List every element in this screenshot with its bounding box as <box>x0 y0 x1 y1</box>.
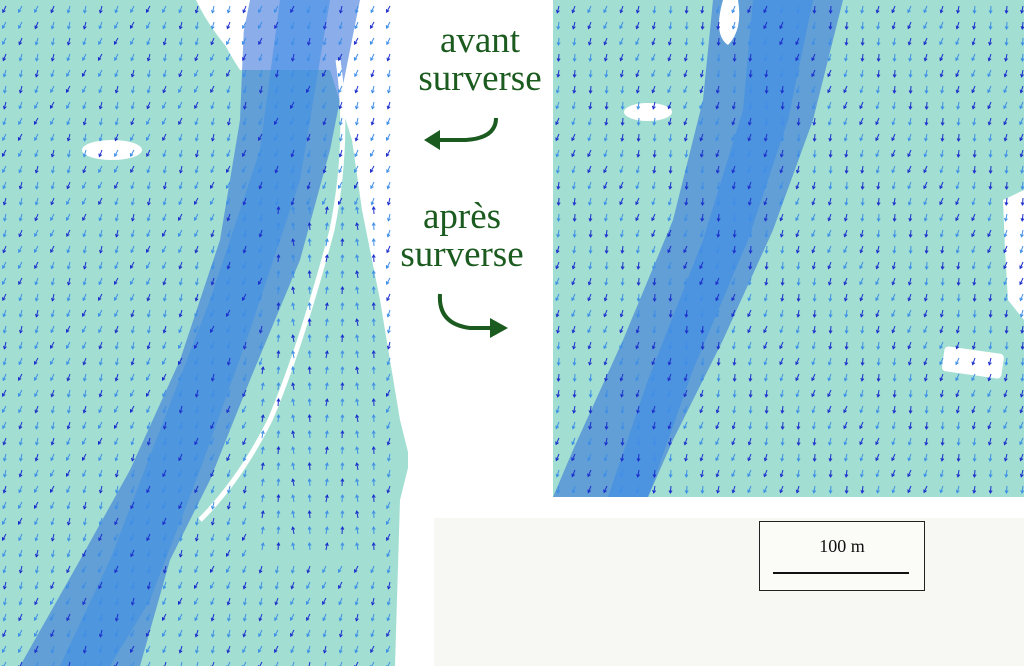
map-before-overflow <box>553 0 1024 497</box>
river-center-band-right <box>608 0 813 497</box>
river-center-band-left <box>60 0 330 666</box>
scale-bar-line <box>773 572 909 574</box>
flow-field-right <box>553 0 1024 497</box>
scale-area <box>434 518 1024 666</box>
caption-after-line2: surverse <box>400 234 524 275</box>
caption-before-line2: surverse <box>418 58 542 99</box>
scale-bar: 100 m <box>759 521 925 591</box>
map-after-overflow <box>0 0 408 666</box>
levee-gap <box>198 59 346 522</box>
caption-after-line1: après <box>422 196 502 237</box>
arrow-left-icon <box>424 117 498 150</box>
bank-right-top <box>360 0 408 120</box>
arrow-right-icon <box>437 293 508 338</box>
caption-before-overflow: avant surverse <box>410 22 550 98</box>
island-right-top <box>624 103 672 121</box>
scale-bar-label: 100 m <box>819 536 865 556</box>
island-left <box>82 140 142 160</box>
velocity-vectors-right <box>555 5 1024 494</box>
caption-after-overflow: après surverse <box>392 198 532 274</box>
caption-before-line1: avant <box>439 20 521 61</box>
bank-left-top <box>196 0 250 60</box>
flow-field-left <box>0 0 408 666</box>
velocity-vectors-left <box>1 5 391 666</box>
island-right-east <box>1003 190 1024 320</box>
